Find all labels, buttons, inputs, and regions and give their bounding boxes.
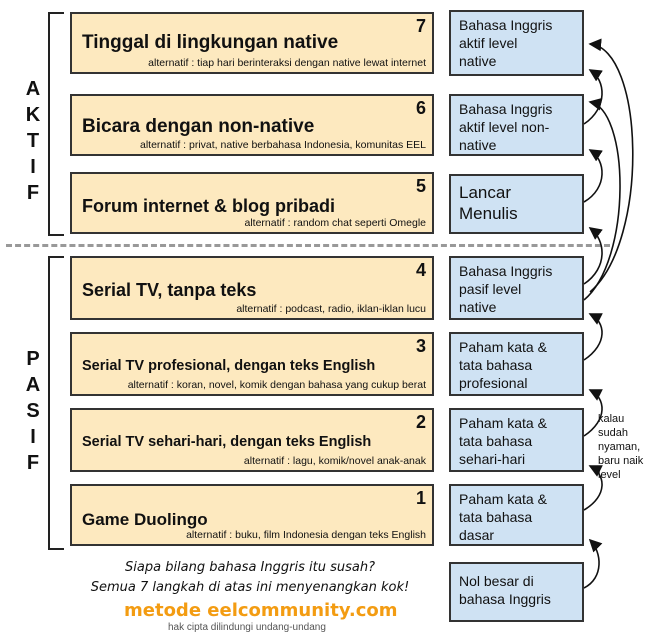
arrow-professional-to-passive-native: [583, 313, 603, 361]
step-alternative: alternatif : tiap hari berinteraksi deng…: [148, 57, 426, 69]
step-alternative: alternatif : koran, novel, komik dengan …: [127, 379, 426, 391]
step-title: Serial TV sehari-hari, dengan teks Engli…: [82, 434, 372, 450]
aktif-bracket: [48, 12, 64, 236]
aktif-label: A K T I F: [25, 78, 41, 204]
slogan-line-2: Semua 7 langkah di atas ini menyenangkan…: [90, 580, 410, 595]
step-title: Forum internet & blog pribadi: [82, 196, 335, 216]
step-5: 5 Forum internet & blog pribadi alternat…: [70, 172, 434, 234]
step-alternative: alternatif : podcast, radio, iklan-iklan…: [236, 303, 426, 315]
step-number: 2: [415, 412, 426, 432]
step-number: 7: [415, 16, 426, 36]
arrow-daily-to-professional: [583, 389, 603, 437]
step-3: 3 Serial TV profesional, dengan teks Eng…: [70, 332, 434, 396]
arrow-passive-native-to-writing: [583, 227, 603, 285]
result-zero: Nol besar di bahasa Inggris: [449, 562, 584, 622]
result-basic: Paham kata & tata bahasa dasar: [449, 484, 584, 546]
step-alternative: alternatif : buku, film Indonesia dengan…: [186, 529, 426, 541]
step-title: Serial TV, tanpa teks: [82, 280, 257, 300]
step-alternative: alternatif : lagu, komik/novel anak-anak: [243, 455, 426, 467]
step-number: 5: [415, 176, 426, 196]
step-1: 1 Game Duolingo alternatif : buku, film …: [70, 484, 434, 546]
step-title: Bicara dengan non-native: [82, 116, 315, 137]
pasif-label: P A S I F: [25, 348, 41, 474]
result-daily: Paham kata & tata bahasa sehari-hari: [449, 408, 584, 472]
result-passive-native: Bahasa Inggris pasif level native: [449, 256, 584, 320]
arrow-passive-native-to-non-native: [583, 97, 621, 301]
result-non-native-active: Bahasa Inggris aktif level non- native: [449, 94, 584, 156]
step-title: Tinggal di lingkungan native: [82, 32, 339, 53]
aktif-pasif-divider: [6, 244, 610, 247]
arrow-writing-to-non-native: [583, 149, 603, 203]
brand-name[interactable]: metode eelcommunity.com: [124, 600, 398, 621]
arrow-non-native-to-native: [583, 69, 603, 125]
result-writing: Lancar Menulis: [449, 174, 584, 234]
step-title: Serial TV profesional, dengan teks Engli…: [82, 358, 376, 374]
step-2: 2 Serial TV sehari-hari, dengan teks Eng…: [70, 408, 434, 472]
arrow-passive-native-to-native: [588, 38, 634, 293]
step-alternative: alternatif : random chat seperti Omegle: [244, 217, 426, 229]
step-7: 7 Tinggal di lingkungan native alternati…: [70, 12, 434, 74]
arrow-zero-to-basic: [583, 538, 603, 589]
level-up-note: kalau sudah nyaman, baru naik level: [598, 413, 644, 481]
step-number: 3: [415, 336, 426, 356]
step-number: 4: [415, 260, 426, 280]
step-alternative: alternatif : privat, native berbahasa In…: [139, 139, 426, 151]
step-number: 6: [415, 98, 426, 118]
pasif-bracket: [48, 256, 64, 550]
step-title: Game Duolingo: [82, 510, 208, 529]
result-native-active: Bahasa Inggris aktif level native: [449, 10, 584, 76]
result-professional: Paham kata & tata bahasa profesional: [449, 332, 584, 396]
arrow-basic-to-daily: [583, 465, 603, 511]
slogan-line-1: Siapa bilang bahasa Inggris itu susah?: [125, 560, 375, 575]
step-number: 1: [415, 488, 426, 508]
copyright-text: hak cipta dilindungi undang-undang: [168, 622, 326, 633]
step-6: 6 Bicara dengan non-native alternatif : …: [70, 94, 434, 156]
step-4: 4 Serial TV, tanpa teks alternatif : pod…: [70, 256, 434, 320]
